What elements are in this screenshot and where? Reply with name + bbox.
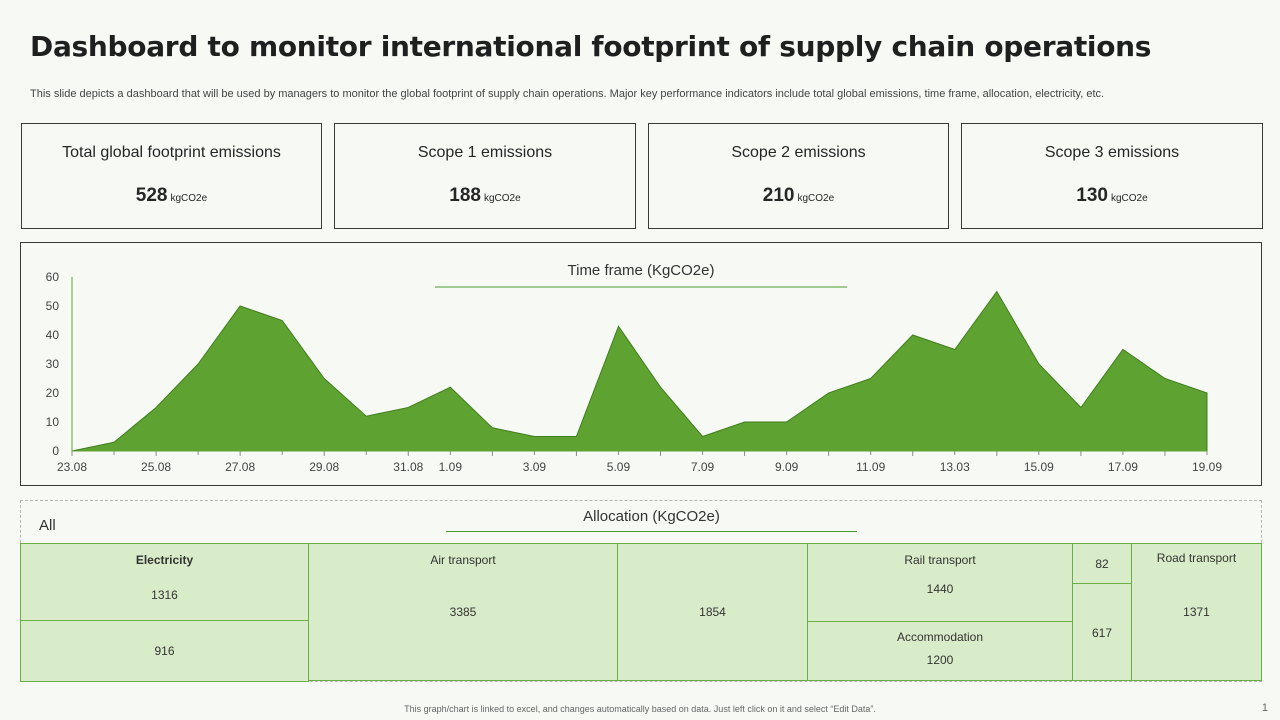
time-frame-chart[interactable]: Time frame (KgCO2e) 0 10 20 30 40 50 60 23.08 25.… (20, 242, 1262, 486)
allocation-title: Allocation (KgCO2e) (583, 508, 720, 525)
treemap-cell-617[interactable]: 617 (1072, 583, 1132, 681)
kpi-label: Scope 3 emissions (1044, 144, 1180, 161)
x-tick-label: 1.09 (439, 460, 463, 474)
cell-label: Accommodation (896, 630, 984, 644)
allocation-filter[interactable]: All (39, 517, 56, 534)
cell-label: Rail transport (904, 553, 976, 567)
kpi-value: 210 (762, 185, 795, 206)
kpi-value: 130 (1076, 185, 1108, 206)
kpi-card-total[interactable]: Total global footprint emissions 528 kgCO… (21, 123, 322, 229)
x-tick-label: 29.08 (309, 460, 339, 474)
x-tick-label: 25.08 (141, 460, 171, 474)
chart-title: Time frame (KgCO2e) (568, 262, 715, 279)
treemap-cell-rail-transport[interactable]: Rail transport 1440 (807, 543, 1073, 622)
y-tick-label: 30 (46, 357, 60, 371)
kpi-unit: kgCO2e (170, 193, 208, 204)
x-tick-label: 17.09 (1108, 460, 1138, 474)
y-tick-label: 40 (46, 328, 60, 342)
kpi-card-scope-2[interactable]: Scope 2 emissions 210 kgCO2e (648, 123, 949, 229)
treemap-cell-electricity-2[interactable]: 916 (20, 620, 309, 682)
treemap-cell-electricity[interactable]: Electricity 1316 (20, 543, 309, 621)
x-tick-label: 19.09 (1192, 460, 1222, 474)
cell-value: 1440 (926, 582, 954, 596)
x-tick-label: 9.09 (775, 460, 799, 474)
cell-label: Electricity (135, 553, 194, 567)
cell-value: 1371 (1183, 605, 1210, 619)
x-tick-label: 5.09 (607, 460, 631, 474)
kpi-card-scope-3[interactable]: Scope 3 emissions 130 kgCO2e (961, 123, 1263, 229)
x-tick-label: 15.09 (1024, 460, 1054, 474)
cell-value: 82 (1095, 557, 1109, 571)
footnote: This graph/chart is linked to excel, and… (404, 704, 876, 714)
cell-value: 916 (154, 644, 175, 658)
treemap-cell-road-transport[interactable]: Road transport 1371 (1131, 543, 1262, 681)
treemap-cell-air-transport[interactable]: Air transport 3385 (308, 543, 618, 681)
page-title: Dashboard to monitor international footp… (30, 30, 1152, 63)
kpi-label: Scope 2 emissions (731, 144, 866, 161)
kpi-value: 528 (135, 185, 168, 206)
kpi-card-scope-1[interactable]: Scope 1 emissions 188 kgCO2e (334, 123, 636, 229)
cell-value: 1854 (699, 605, 726, 619)
kpi-unit: kgCO2e (797, 193, 835, 204)
cell-label: Road transport (1156, 551, 1237, 565)
cell-value: 1200 (926, 653, 954, 667)
x-tick-label: 13.03 (940, 460, 970, 474)
kpi-label: Scope 1 emissions (417, 144, 553, 161)
cell-label: Air transport (430, 553, 496, 567)
x-tick-label: 3.09 (523, 460, 547, 474)
treemap-cell-accommodation[interactable]: Accommodation 1200 (807, 621, 1073, 681)
treemap-cell-1854[interactable]: 1854 (617, 543, 808, 681)
allocation-title-underline (446, 531, 857, 532)
page-number: 1 (1261, 702, 1268, 714)
area-series (71, 290, 1208, 452)
kpi-unit: kgCO2e (484, 193, 521, 204)
x-tick-label: 11.09 (856, 460, 885, 474)
treemap-cell-82[interactable]: 82 (1072, 543, 1132, 584)
y-tick-label: 20 (46, 386, 60, 400)
kpi-value: 188 (449, 185, 481, 206)
y-tick-label: 10 (46, 415, 60, 429)
cell-value: 1316 (151, 588, 178, 602)
x-tick-label: 31.08 (393, 460, 423, 474)
page-subtitle: This slide depicts a dashboard that will… (30, 88, 1105, 100)
kpi-label: Total global footprint emissions (62, 144, 281, 161)
y-tick-label: 50 (46, 299, 60, 313)
y-tick-label: 60 (46, 270, 60, 284)
cell-value: 617 (1091, 626, 1113, 640)
x-tick-label: 23.08 (57, 460, 87, 474)
kpi-unit: kgCO2e (1111, 193, 1148, 204)
x-tick-label: 7.09 (691, 460, 715, 474)
area-chart-svg: Time frame (KgCO2e) 0 10 20 30 40 50 60 23.08 25.… (46, 262, 1223, 474)
y-tick-label: 0 (52, 444, 59, 458)
cell-value: 3385 (449, 605, 477, 619)
x-tick-label: 27.08 (225, 460, 255, 474)
